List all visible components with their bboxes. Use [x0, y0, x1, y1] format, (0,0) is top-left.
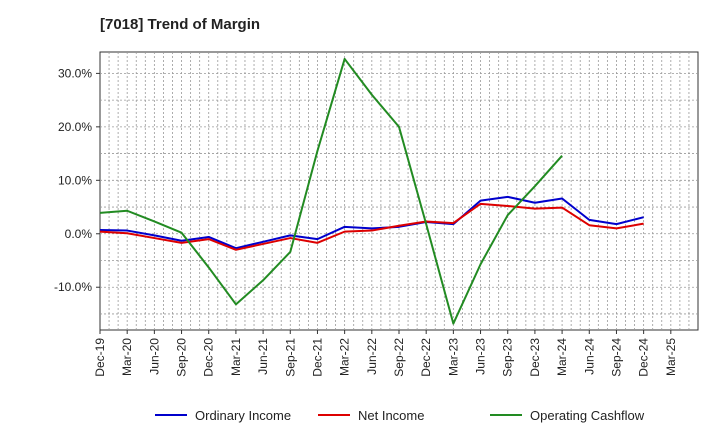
x-axis-ticks: Dec-19 Mar-20 Jun-20 Sep-20 Dec-20 Mar-21 Jun-… — [93, 330, 678, 377]
series-line-net-income — [99, 202, 644, 251]
series-line-ordinary-income — [99, 195, 644, 250]
x-tick-label: Sep-23 — [501, 338, 515, 377]
y-tick-label: 30.0% — [58, 66, 92, 80]
y-tick-label: 0.0% — [65, 227, 93, 241]
x-tick-label: Mar-22 — [338, 338, 352, 376]
series-line-operating-cashflow — [99, 57, 563, 325]
x-tick-label: Jun-21 — [256, 338, 270, 375]
x-tick-label: Mar-20 — [120, 338, 134, 376]
x-tick-label: Jun-20 — [147, 338, 161, 375]
x-tick-label: Mar-21 — [229, 338, 243, 376]
x-tick-label: Dec-21 — [310, 338, 324, 377]
y-axis-ticks: 30.0% 20.0% 10.0% 0.0% -10.0% — [54, 66, 100, 294]
x-tick-label: Jun-24 — [582, 338, 596, 375]
x-tick-label: Sep-24 — [609, 338, 623, 377]
x-tick-label: Dec-24 — [637, 338, 651, 377]
x-tick-label: Sep-21 — [283, 338, 297, 377]
y-tick-label: 10.0% — [58, 173, 92, 187]
x-tick-label: Dec-20 — [202, 338, 216, 377]
x-tick-label: Dec-23 — [528, 338, 542, 377]
x-tick-label: Jun-22 — [365, 338, 379, 375]
series-lines — [99, 57, 644, 325]
x-tick-label: Sep-20 — [175, 338, 189, 377]
y-tick-label: 20.0% — [58, 120, 92, 134]
legend-label: Net Income — [358, 408, 424, 423]
x-tick-label: Dec-19 — [93, 338, 107, 377]
x-tick-label: Mar-25 — [664, 338, 678, 376]
x-tick-label: Mar-23 — [446, 338, 460, 376]
x-tick-label: Dec-22 — [419, 338, 433, 377]
plot-area — [99, 51, 699, 331]
x-tick-label: Jun-23 — [474, 338, 488, 375]
chart-title: [7018] Trend of Margin — [100, 16, 261, 33]
y-tick-label: -10.0% — [54, 280, 92, 294]
legend-label: Operating Cashflow — [530, 408, 645, 423]
legend: Ordinary Income Net Income Operating Cashf… — [155, 408, 645, 423]
legend-label: Ordinary Income — [195, 408, 291, 423]
x-tick-label: Mar-24 — [555, 338, 569, 376]
x-tick-label: Sep-22 — [392, 338, 406, 377]
